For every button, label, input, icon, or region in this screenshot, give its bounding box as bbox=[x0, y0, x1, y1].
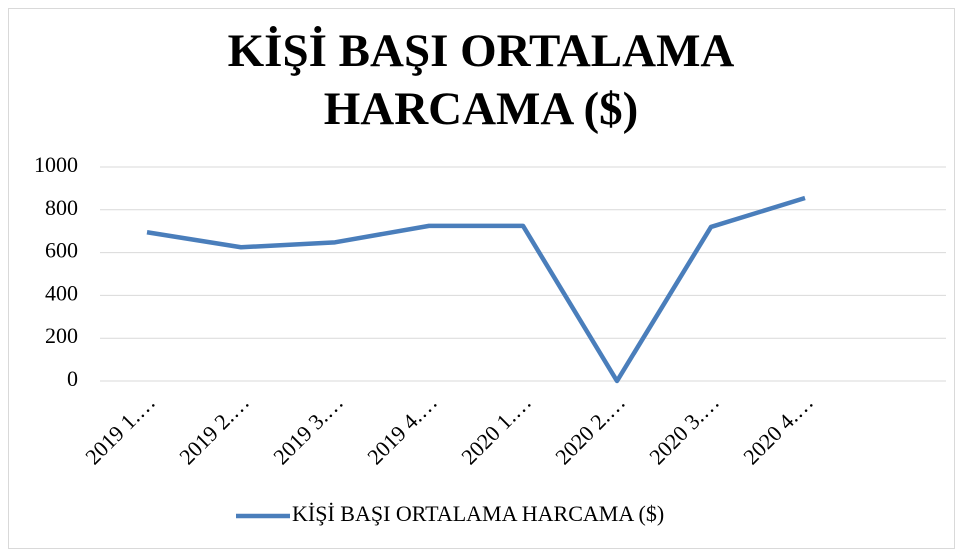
series-line bbox=[146, 195, 806, 384]
legend-label: KİŞİ BAŞI ORTALAMA HARCAMA ($) bbox=[292, 501, 664, 526]
y-tick-label: 600 bbox=[45, 238, 78, 263]
y-tick-label: 800 bbox=[45, 195, 78, 220]
y-tick-label: 200 bbox=[45, 323, 78, 348]
chart-title: KİŞİ BAŞI ORTALAMA HARCAMA ($) bbox=[227, 25, 735, 135]
y-tick-label: 1000 bbox=[34, 152, 78, 177]
y-tick-label: 400 bbox=[45, 280, 78, 305]
y-tick-label: 0 bbox=[67, 366, 78, 391]
chart-border bbox=[8, 8, 955, 549]
